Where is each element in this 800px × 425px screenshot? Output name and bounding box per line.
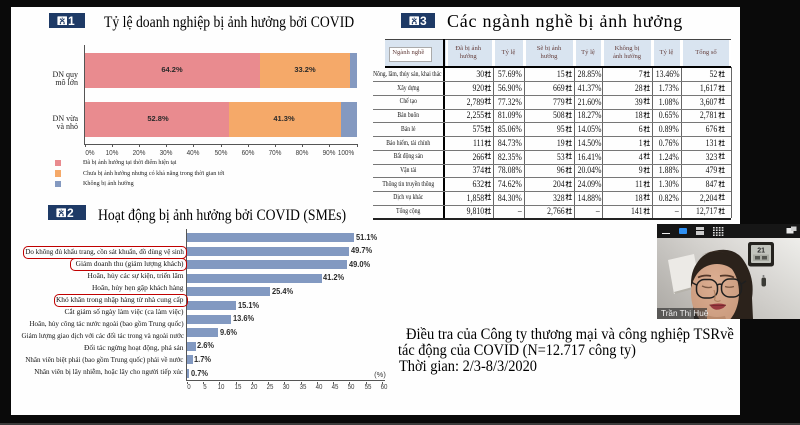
svg-text:21: 21	[757, 248, 765, 255]
